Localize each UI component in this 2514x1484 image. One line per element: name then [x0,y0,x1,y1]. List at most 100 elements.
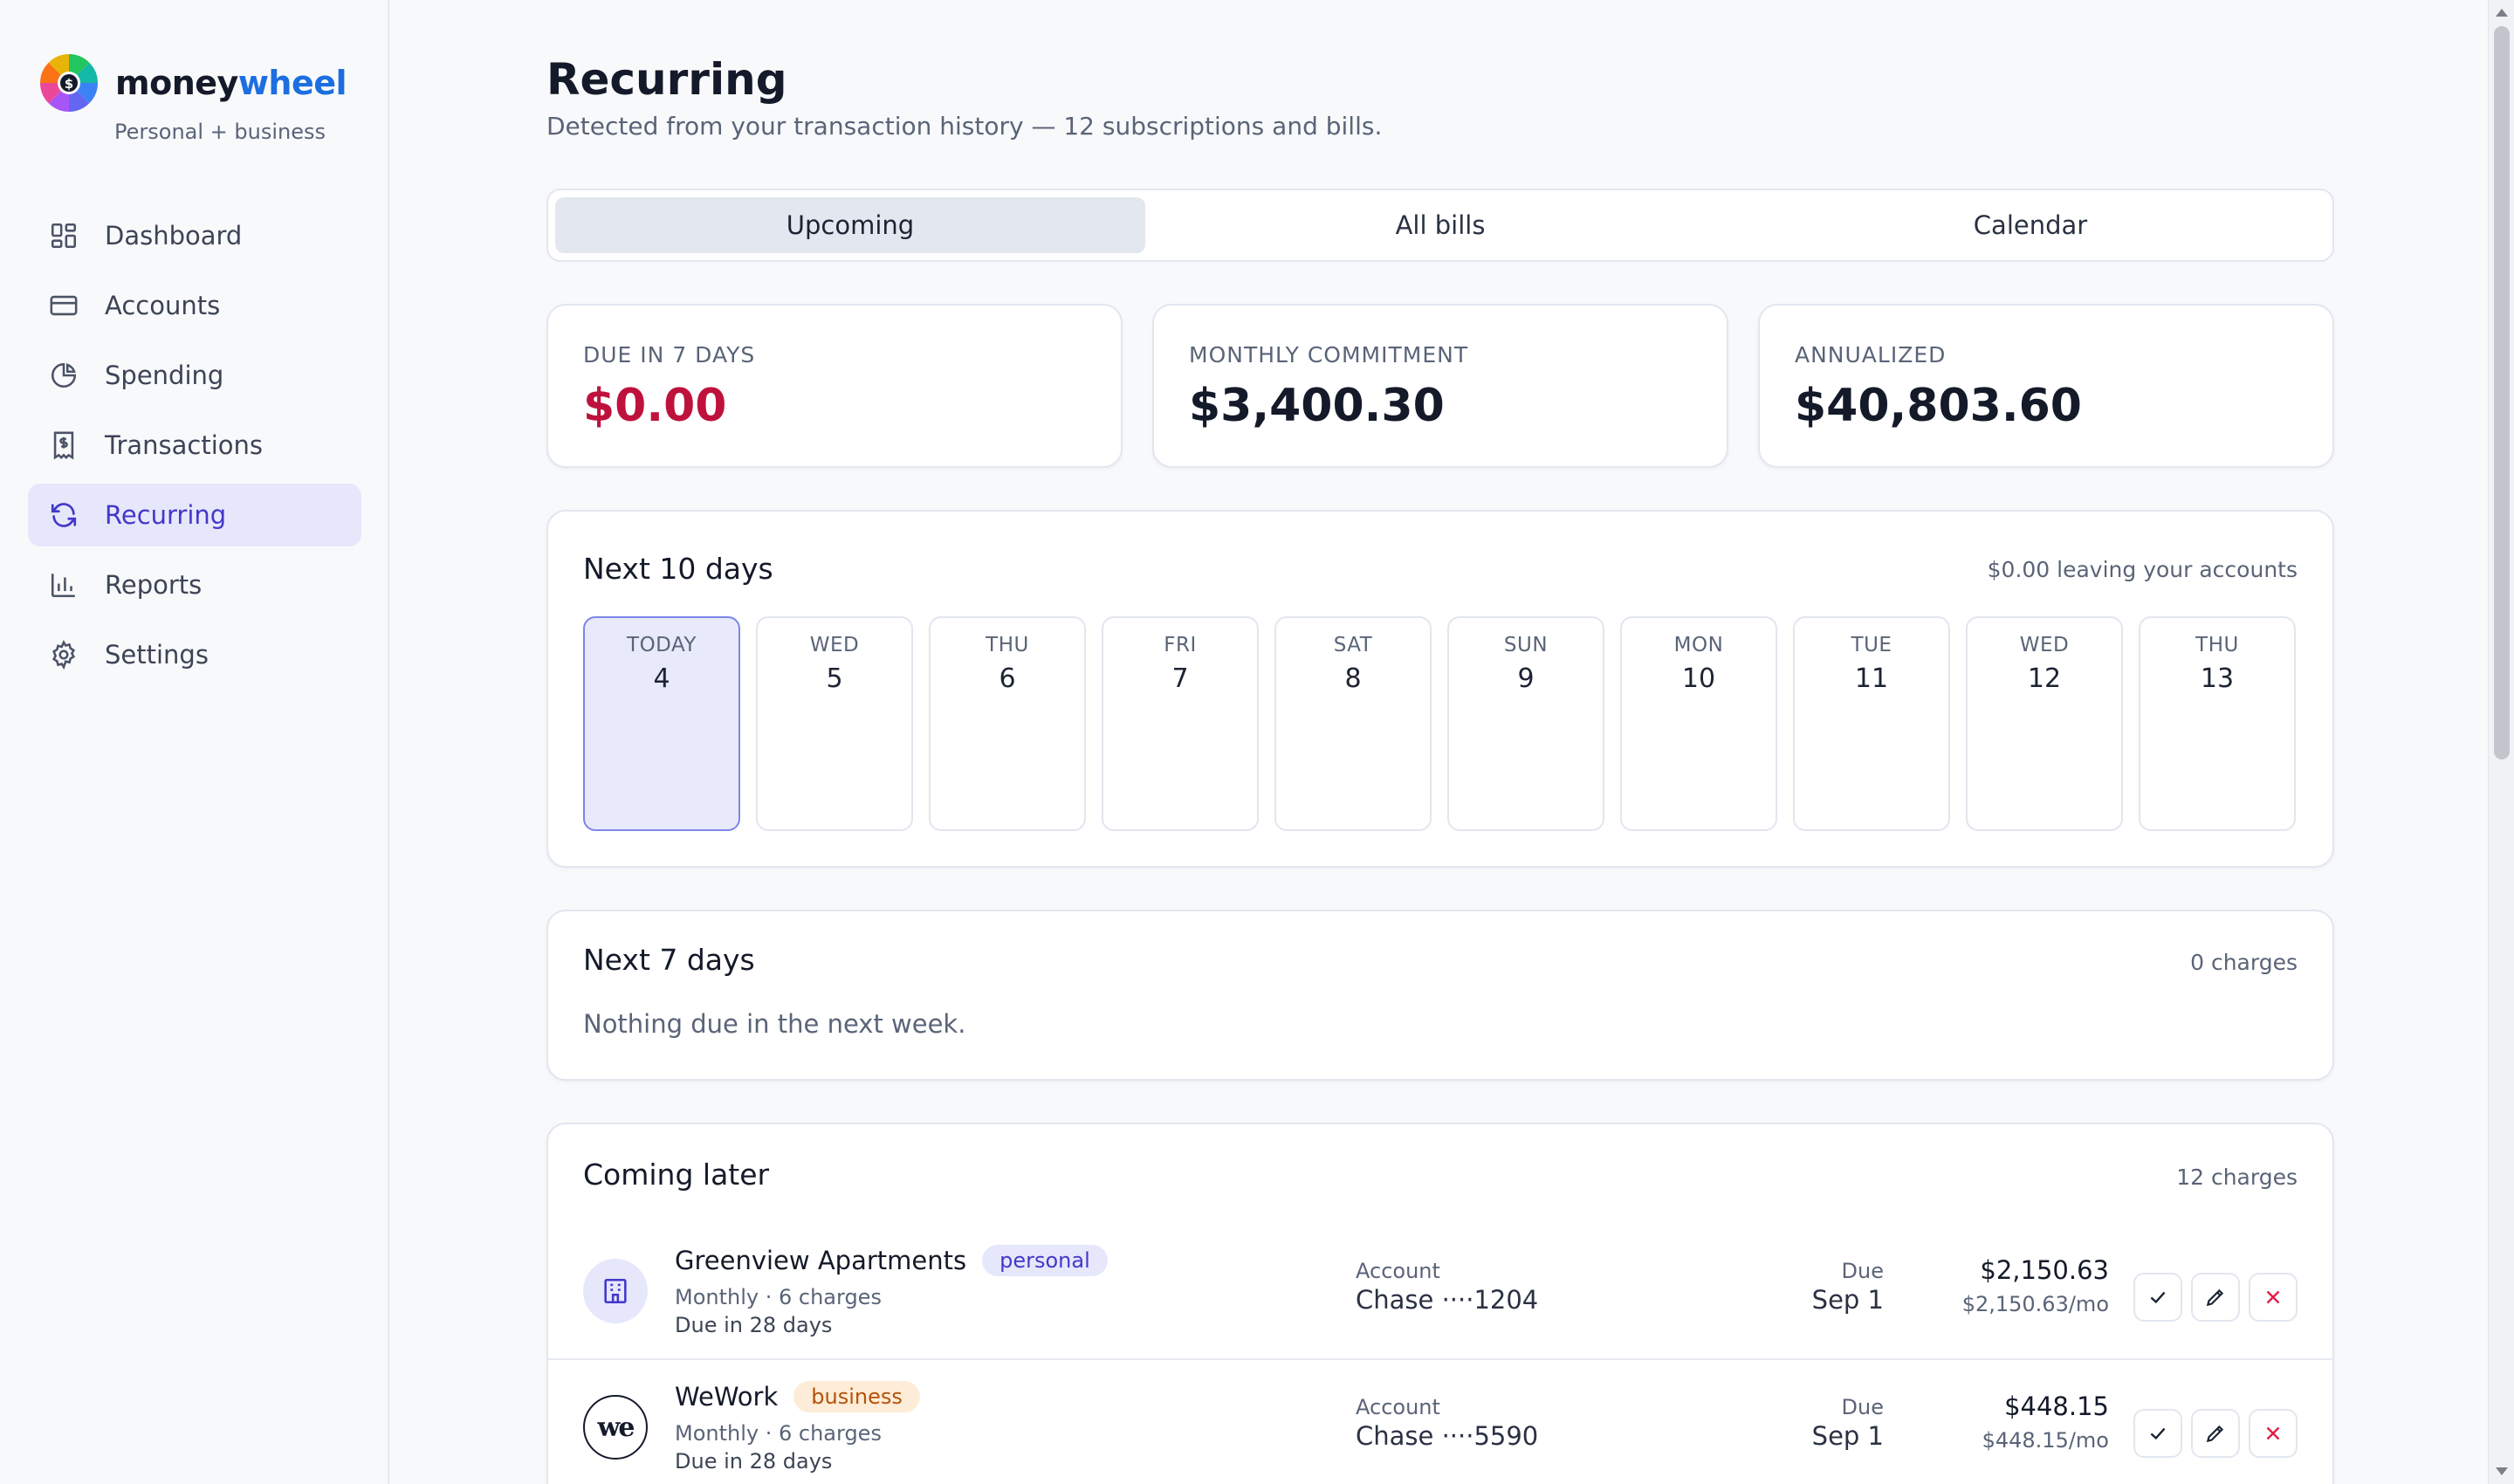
due-date: Sep 1 [1811,1285,1884,1315]
bill-due-in: Due in 28 days [675,1313,833,1337]
dismiss-button[interactable] [2249,1273,2298,1322]
stat-annualized: ANNUALIZED $40,803.60 [1758,304,2334,468]
day-number: 13 [2200,663,2235,694]
day-cell[interactable]: SAT 8 [1274,616,1432,831]
day-cell-today[interactable]: TODAY 4 [583,616,740,831]
day-name: TUE [1851,634,1892,656]
bill-frequency: Monthly · 6 charges [675,1285,882,1309]
view-tabs: Upcoming All bills Calendar [546,189,2334,262]
card-meta: 12 charges [2176,1165,2298,1190]
day-strip: TODAY 4 WED 5 THU 6 FRI 7 SAT 8 SUN 9 MON 10 TU… [583,616,2296,831]
sidebar-item-accounts[interactable]: Accounts [28,274,361,337]
day-cell[interactable]: WED 12 [1966,616,2123,831]
day-name: THU [2195,634,2239,656]
stat-label: DUE IN 7 DAYS [583,342,756,368]
bill-amount-monthly: $448.15/mo [1982,1428,2109,1453]
due-label: Due [1841,1395,1884,1419]
day-name: MON [1673,634,1724,656]
bill-frequency: Monthly · 6 charges [675,1421,882,1446]
stat-label: MONTHLY COMMITMENT [1189,342,1469,368]
sidebar-item-recurring[interactable]: Recurring [28,484,361,546]
day-cell[interactable]: MON 10 [1620,616,1777,831]
stat-due-in-7-days: DUE IN 7 DAYS $0.00 [546,304,1123,468]
tab-all-bills[interactable]: All bills [1395,210,1486,240]
day-name: FRI [1164,634,1197,656]
bar-chart-icon [49,570,79,600]
check-icon [2150,1291,2166,1304]
tag-badge: business [793,1381,920,1412]
row-actions [2133,1273,2298,1322]
bill-row[interactable]: Greenview Apartments personal Monthly · … [548,1224,2332,1358]
day-name: WED [809,634,860,656]
row-actions [2133,1409,2298,1458]
svg-text:$: $ [65,76,73,92]
scroll-down-arrow-icon[interactable] [2496,1467,2508,1475]
logo-text: we [597,1412,635,1443]
card-title: Next 10 days [583,552,773,586]
day-name: WED [2019,634,2070,656]
sidebar-item-label: Dashboard [105,221,243,251]
day-number: 6 [999,663,1016,694]
brand-name: moneywheel [115,64,347,102]
account-value: Chase ····5590 [1356,1421,1539,1451]
bill-name-text: Greenview Apartments [675,1246,967,1275]
day-cell[interactable]: FRI 7 [1102,616,1259,831]
sidebar-item-transactions[interactable]: Transactions [28,414,361,477]
day-name: SUN [1503,634,1549,656]
pencil-icon [2206,1425,2224,1443]
due-label: Due [1841,1259,1884,1283]
day-cell[interactable]: SUN 9 [1447,616,1604,831]
coming-later-card: Coming later 12 charges Greenview Apartm… [546,1123,2334,1484]
check-icon [2150,1427,2166,1440]
card-meta: $0.00 leaving your accounts [1987,557,2298,582]
day-name: TODAY [627,634,697,656]
bill-due-in: Due in 28 days [675,1449,833,1474]
brand[interactable]: $ moneywheel [40,54,347,112]
dismiss-button[interactable] [2249,1409,2298,1458]
empty-message: Nothing due in the next week. [583,1009,966,1039]
bill-amount: $448.15 [2004,1391,2109,1421]
day-cell[interactable]: TUE 11 [1793,616,1950,831]
wework-logo: we [583,1395,648,1460]
sidebar-item-spending[interactable]: Spending [28,344,361,407]
sidebar-item-reports[interactable]: Reports [28,553,361,616]
sidebar-nav: Dashboard Accounts Spending Transactions… [28,204,361,693]
day-cell[interactable]: WED 5 [756,616,913,831]
page-subtitle: Detected from your transaction history —… [546,112,1383,141]
card-title: Next 7 days [583,943,755,977]
stat-value: $3,400.30 [1189,380,1445,432]
due-date: Sep 1 [1811,1421,1884,1451]
close-icon [2266,1426,2280,1440]
edit-button[interactable] [2191,1409,2240,1458]
page-title: Recurring [546,54,787,105]
sidebar-item-settings[interactable]: Settings [28,623,361,686]
confirm-button[interactable] [2133,1409,2182,1458]
bill-amount-monthly: $2,150.63/mo [1961,1292,2109,1316]
bill-row[interactable]: we WeWork business Monthly · 6 charges D… [548,1358,2332,1484]
receipt-icon [49,430,79,460]
edit-button[interactable] [2191,1273,2240,1322]
day-cell[interactable]: THU 6 [929,616,1086,831]
day-number: 9 [1517,663,1535,694]
day-number: 11 [1854,663,1889,694]
day-number: 5 [826,663,843,694]
confirm-button[interactable] [2133,1273,2182,1322]
sidebar: $ moneywheel Personal + business Dashboa… [0,0,389,1484]
sidebar-item-label: Recurring [105,500,227,530]
next-7-days-card: Next 7 days 0 charges Nothing due in the… [546,910,2334,1081]
page-scrollbar[interactable] [2488,0,2514,1484]
card-title: Coming later [583,1158,770,1192]
bill-name: WeWork business [675,1381,920,1412]
day-name: SAT [1333,634,1373,656]
bill-name: Greenview Apartments personal [675,1245,1108,1276]
tab-upcoming[interactable]: Upcoming [555,197,1145,253]
pencil-icon [2206,1288,2224,1307]
tab-calendar[interactable]: Calendar [1973,210,2088,240]
dashboard-icon [49,221,79,251]
day-number: 7 [1171,663,1189,694]
scroll-up-arrow-icon[interactable] [2496,9,2508,17]
sidebar-item-dashboard[interactable]: Dashboard [28,204,361,267]
account-label: Account [1356,1395,1440,1419]
scrollbar-thumb[interactable] [2494,26,2510,759]
day-cell[interactable]: THU 13 [2139,616,2296,831]
